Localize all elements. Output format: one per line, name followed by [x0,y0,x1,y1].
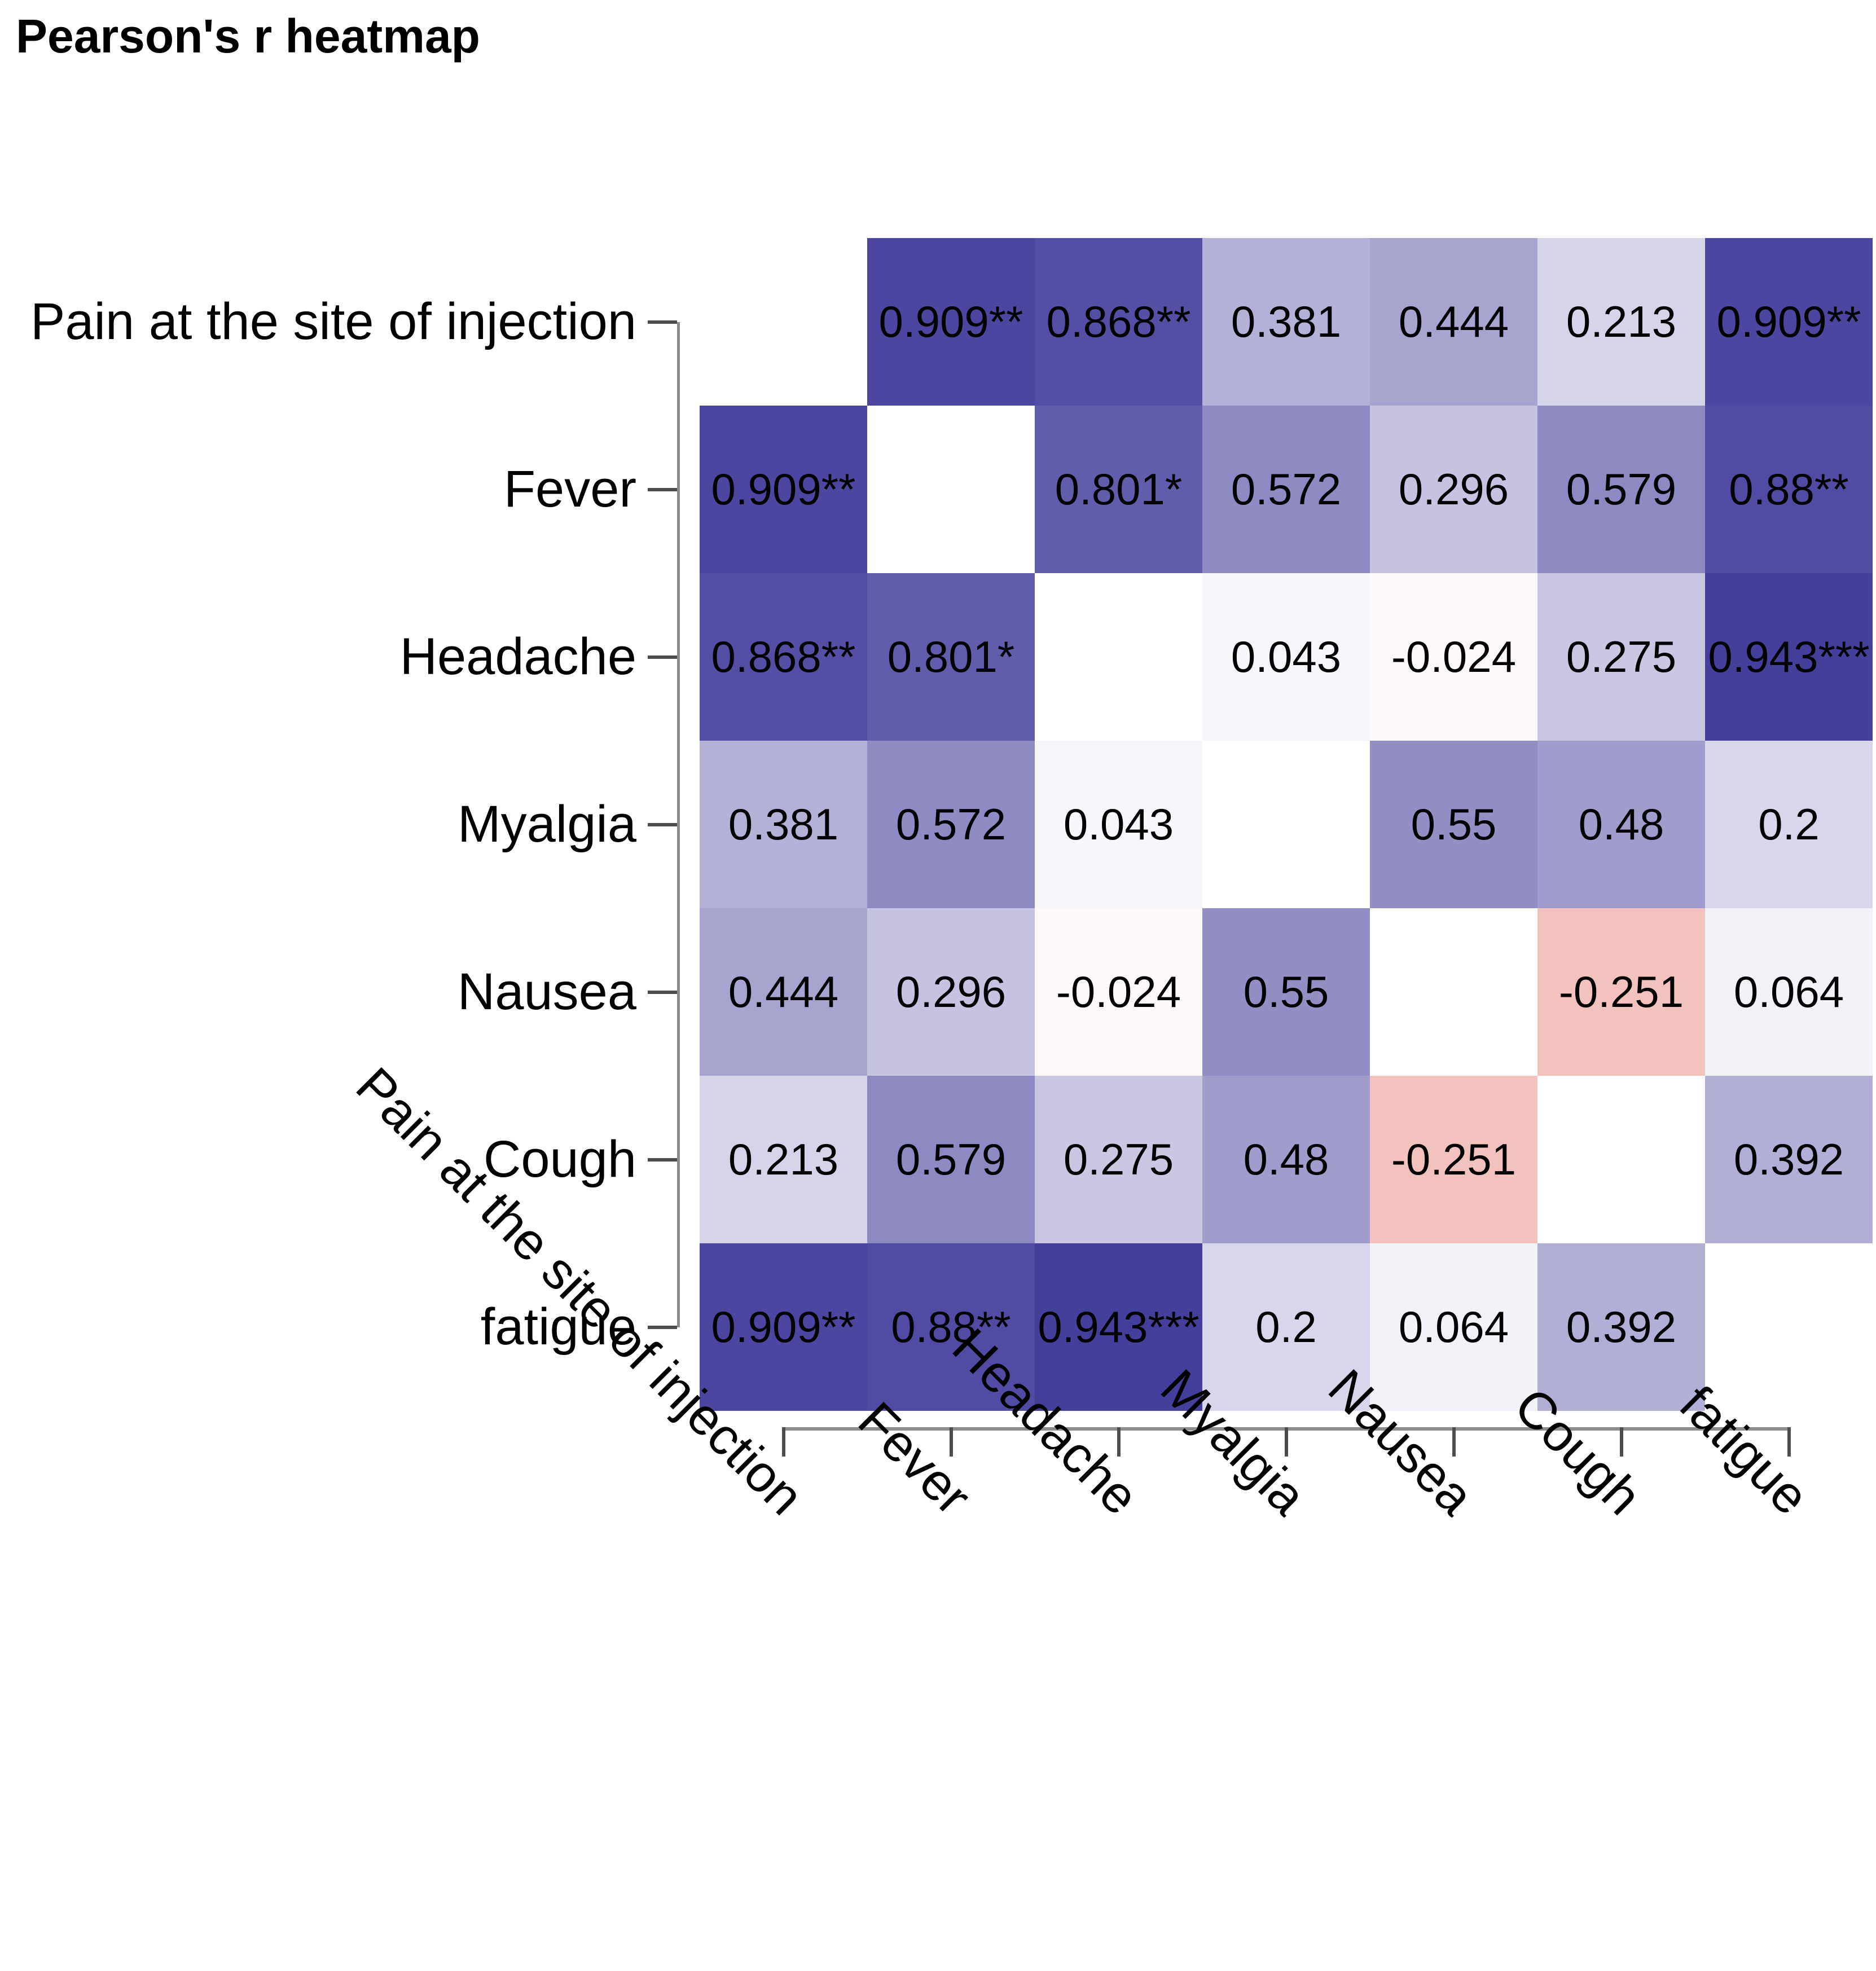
y-axis-label-pain-at-the-site-of-injection: Pain at the site of injection [30,293,636,350]
heatmap-cell: 0.909** [700,1243,867,1411]
x-axis-tick [1787,1427,1791,1457]
heatmap-cell: 0.943*** [1705,573,1873,741]
heatmap-cell: 0.909** [867,238,1035,406]
y-axis-line [677,322,680,1327]
heatmap-cell: 0.444 [1370,238,1537,406]
heatmap-cell: 0.868** [700,573,867,741]
heatmap-cell: 0.043 [1035,741,1202,908]
heatmap-cell: 0.572 [1202,406,1370,573]
heatmap-cell: 0.55 [1370,741,1537,908]
heatmap-cell: -0.024 [1370,573,1537,741]
chart-title: Pearson's r heatmap [16,10,480,63]
heatmap-cell: 0.55 [1202,908,1370,1076]
heatmap-cell: -0.251 [1537,908,1705,1076]
heatmap-cell: 0.2 [1705,741,1873,908]
heatmap-cell: -0.024 [1035,908,1202,1076]
heatmap-cell: 0.909** [700,406,867,573]
y-axis-label-cough: Cough [483,1130,636,1188]
heatmap-cell: 0.381 [700,741,867,908]
x-axis-tick [1117,1427,1121,1457]
heatmap-cell: 0.043 [1202,573,1370,741]
heatmap-cell: 0.392 [1537,1243,1705,1411]
heatmap-cell: 0.48 [1537,741,1705,908]
y-axis-label-fatigue: fatigue [480,1298,636,1356]
heatmap-cell: -0.251 [1370,1076,1537,1243]
heatmap-cell: 0.801* [1035,406,1202,573]
heatmap-cell: 0.296 [1370,406,1537,573]
heatmap-cell: 0.88** [867,1243,1035,1411]
heatmap-cell: 0.579 [867,1076,1035,1243]
y-axis-tick [648,320,677,324]
y-axis-label-nausea: Nausea [457,963,636,1020]
heatmap-cell: 0.275 [1035,1076,1202,1243]
x-axis-tick [1452,1427,1456,1457]
heatmap-cell: 0.2 [1202,1243,1370,1411]
y-axis-tick [648,1325,677,1329]
x-axis-tick [781,1427,785,1457]
x-axis-tick [1619,1427,1623,1457]
heatmap-cell: 0.88** [1705,406,1873,573]
heatmap-cell: 0.572 [867,741,1035,908]
heatmap-cell: 0.579 [1537,406,1705,573]
heatmap-cell: 0.48 [1202,1076,1370,1243]
heatmap-cell: 0.213 [700,1076,867,1243]
y-axis-label-headache: Headache [399,628,636,685]
heatmap-cell: 0.392 [1705,1076,1873,1243]
y-axis-label-fever: Fever [503,460,636,518]
y-axis-tick [648,487,677,491]
y-axis-tick [648,990,677,994]
heatmap-cell: 0.381 [1202,238,1370,406]
heatmap-cell: 0.868** [1035,238,1202,406]
y-axis-label-myalgia: Myalgia [457,795,636,853]
heatmap-cell: 0.064 [1370,1243,1537,1411]
heatmap-cell: 0.275 [1537,573,1705,741]
y-axis-tick [648,822,677,826]
heatmap-cell: 0.801* [867,573,1035,741]
heatmap-cell: 0.296 [867,908,1035,1076]
x-axis-tick [1284,1427,1288,1457]
x-axis-tick [949,1427,953,1457]
heatmap-cell: 0.943*** [1035,1243,1202,1411]
heatmap-cell: 0.213 [1537,238,1705,406]
heatmap-cell: 0.064 [1705,908,1873,1076]
heatmap-cell: 0.909** [1705,238,1873,406]
y-axis-tick [648,1158,677,1162]
heatmap-cell: 0.444 [700,908,867,1076]
y-axis-tick [648,655,677,659]
